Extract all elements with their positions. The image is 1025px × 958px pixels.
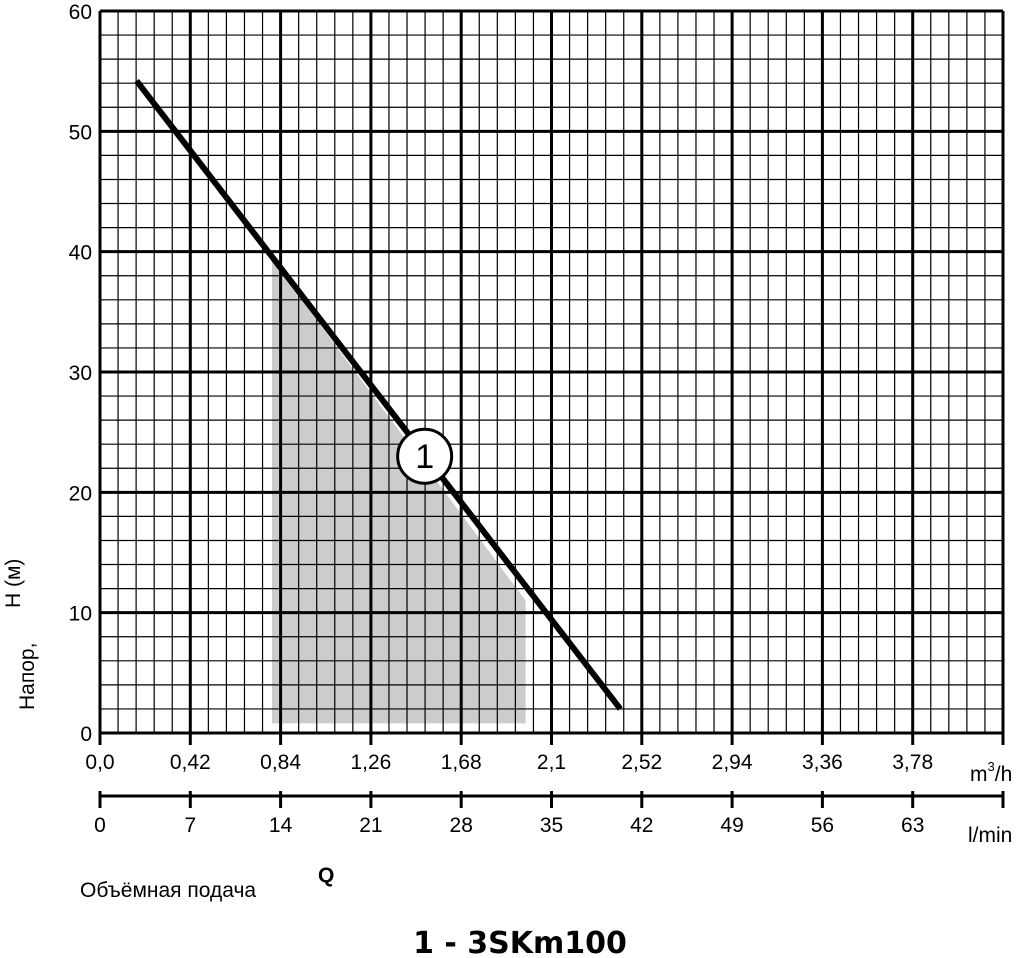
x2-tick-label: 14: [269, 814, 293, 837]
y-tick-label: 40: [69, 242, 92, 265]
x2-tick-label: 0: [94, 814, 106, 837]
x-tick-label: 1,68: [441, 751, 482, 774]
pump-curve-1: [134, 78, 623, 711]
x-axis-unit-secondary: l/min: [968, 824, 1012, 847]
x-tick-label: 0,84: [260, 751, 301, 774]
x-axis-symbol: Q: [318, 864, 334, 887]
chart-title: 1 - 3SKm100: [413, 926, 627, 958]
x2-tick-label: 35: [540, 814, 563, 837]
x2-tick-label: 42: [630, 814, 653, 837]
y-tick-label: 10: [69, 603, 92, 626]
x-tick-label: 3,78: [892, 751, 933, 774]
pump-curve-layer: [134, 78, 623, 711]
axis-labels: Напор, H (м) m3/h l/min Q Объёмная подач…: [2, 559, 1012, 958]
y-tick-label: 60: [69, 1, 92, 24]
y-axis-label-line2: H (м): [2, 559, 25, 608]
x-tick-label: 2,94: [712, 751, 753, 774]
x-tick-label: 0,42: [170, 751, 211, 774]
x-tick-label: 0,0: [85, 751, 114, 774]
x2-tick-label: 28: [450, 814, 473, 837]
x2-tick-label: 63: [901, 814, 924, 837]
x-tick-label: 1,26: [350, 751, 391, 774]
x-axis-caption: Объёмная подача: [80, 879, 256, 902]
y-tick-label: 20: [69, 482, 92, 505]
x2-tick-label: 7: [184, 814, 196, 837]
x-tick-label: 2,52: [621, 751, 662, 774]
x2-tick-label: 21: [359, 814, 382, 837]
y-axis-label-line1: Напор,: [16, 643, 39, 710]
y-tick-label: 50: [69, 121, 92, 144]
x-tick-label: 3,36: [802, 751, 843, 774]
curve-marker-label: 1: [415, 438, 434, 476]
x-tick-label: 2,1: [537, 751, 566, 774]
x-axis-unit-primary: m3/h: [970, 759, 1012, 786]
x2-tick-label: 49: [720, 814, 743, 837]
curve-marker-layer: 1: [396, 427, 454, 485]
curve-marker-circle: [396, 427, 454, 485]
x2-tick-label: 56: [811, 814, 834, 837]
y-tick-label: 0: [80, 723, 92, 746]
chart-grid: [98, 9, 1005, 735]
y-tick-label: 30: [69, 362, 92, 385]
